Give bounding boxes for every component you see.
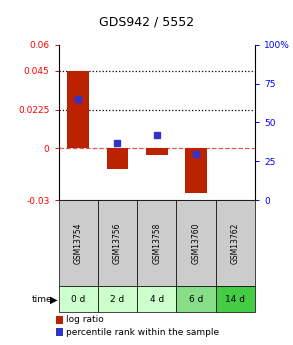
Text: percentile rank within the sample: percentile rank within the sample [66, 327, 219, 337]
Bar [146, 148, 168, 155]
Text: ▶: ▶ [50, 294, 57, 304]
Text: 14 d: 14 d [225, 295, 245, 304]
Text: GSM13756: GSM13756 [113, 223, 122, 264]
Bar [67, 71, 89, 148]
Bar [107, 148, 128, 169]
Text: GSM13754: GSM13754 [74, 223, 83, 264]
Text: 0 d: 0 d [71, 295, 86, 304]
Text: 2 d: 2 d [110, 295, 125, 304]
Text: GSM13758: GSM13758 [152, 223, 161, 264]
Text: GDS942 / 5552: GDS942 / 5552 [99, 16, 194, 29]
Text: 6 d: 6 d [189, 295, 203, 304]
Bar [185, 148, 207, 193]
Text: log ratio: log ratio [66, 315, 104, 325]
Text: GSM13762: GSM13762 [231, 223, 240, 264]
Text: GSM13760: GSM13760 [192, 223, 200, 264]
Text: 4 d: 4 d [150, 295, 164, 304]
Text: time: time [32, 295, 53, 304]
